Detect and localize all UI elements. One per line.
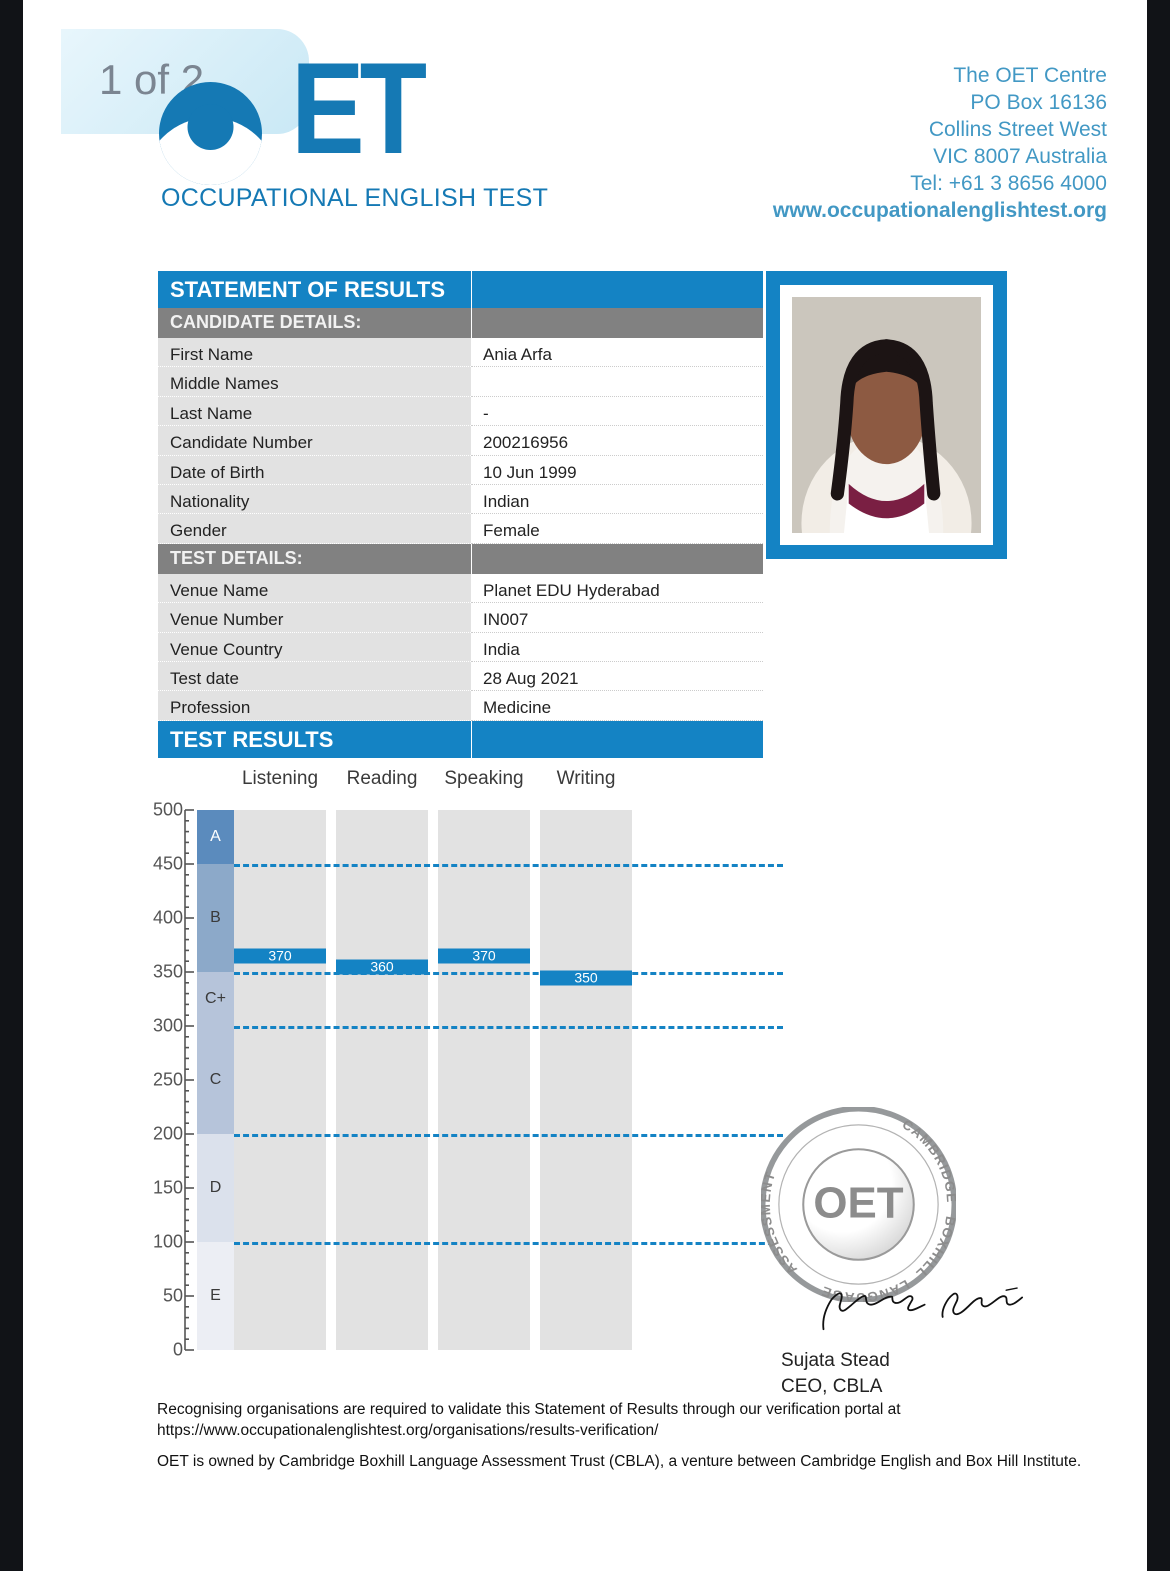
svg-text:OET: OET <box>813 1179 903 1228</box>
